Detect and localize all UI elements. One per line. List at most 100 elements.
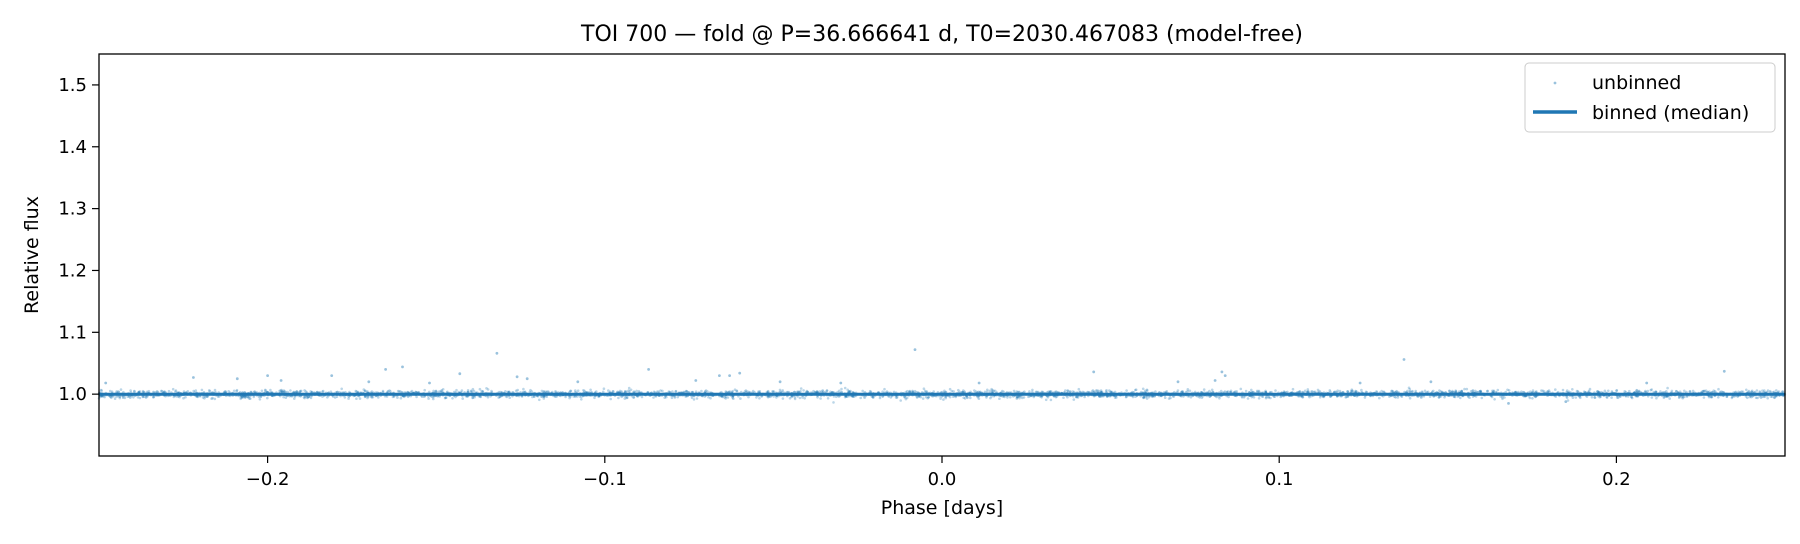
- unbinned-point: [486, 395, 490, 399]
- unbinned-point: [1018, 396, 1021, 400]
- unbinned-point: [767, 395, 771, 398]
- unbinned-point: [1486, 389, 1489, 393]
- unbinned-point: [1534, 395, 1537, 398]
- unbinned-point: [307, 395, 310, 398]
- unbinned-point: [1035, 390, 1039, 394]
- unbinned-point: [963, 397, 967, 400]
- unbinned-point: [1630, 395, 1633, 398]
- unbinned-point: [239, 396, 243, 400]
- unbinned-point: [1328, 395, 1332, 398]
- unbinned-point: [569, 389, 573, 393]
- unbinned-point: [670, 396, 674, 400]
- unbinned-point: [367, 395, 370, 398]
- unbinned-point: [731, 396, 734, 399]
- unbinned-point: [1666, 386, 1669, 390]
- unbinned-point: [978, 390, 982, 394]
- unbinned-point: [1654, 390, 1658, 394]
- unbinned-point: [1768, 389, 1772, 393]
- unbinned-point: [1730, 395, 1734, 399]
- unbinned-point: [924, 395, 928, 399]
- unbinned-point: [720, 395, 723, 398]
- unbinned-point: [363, 389, 367, 393]
- unbinned-point: [690, 396, 694, 400]
- unbinned-point: [1504, 390, 1507, 394]
- unbinned-point: [1429, 380, 1433, 384]
- unbinned-point: [104, 381, 108, 385]
- unbinned-point: [1755, 389, 1759, 392]
- unbinned-point: [917, 395, 920, 398]
- unbinned-point: [423, 388, 427, 392]
- unbinned-point: [1411, 389, 1414, 393]
- unbinned-point: [998, 397, 1001, 401]
- unbinned-point: [239, 397, 242, 401]
- unbinned-point: [1316, 388, 1320, 392]
- unbinned-point: [540, 389, 544, 393]
- unbinned-point: [692, 398, 696, 401]
- y-axis-label: Relative flux: [21, 196, 43, 314]
- unbinned-point: [684, 389, 688, 393]
- unbinned-point: [1217, 395, 1221, 398]
- unbinned-point: [1092, 370, 1096, 374]
- unbinned-point: [1346, 390, 1349, 393]
- unbinned-point: [1235, 390, 1238, 393]
- unbinned-point: [1540, 389, 1543, 392]
- unbinned-point: [1479, 389, 1482, 393]
- unbinned-point: [129, 389, 132, 392]
- unbinned-point: [908, 389, 912, 393]
- unbinned-point: [108, 395, 112, 399]
- unbinned-point: [682, 390, 686, 394]
- unbinned-point: [1770, 395, 1774, 399]
- legend-binned-label: binned (median): [1592, 102, 1749, 124]
- unbinned-point: [1681, 396, 1684, 400]
- unbinned-point: [991, 390, 994, 393]
- unbinned-point: [758, 390, 762, 393]
- unbinned-point: [471, 387, 475, 391]
- unbinned-point: [538, 398, 541, 402]
- unbinned-point: [661, 389, 664, 393]
- unbinned-point: [1211, 390, 1215, 394]
- unbinned-point: [846, 395, 849, 398]
- unbinned-point: [601, 390, 605, 394]
- unbinned-point: [728, 374, 731, 377]
- unbinned-point: [840, 390, 843, 394]
- unbinned-point: [969, 390, 972, 394]
- unbinned-point: [245, 395, 249, 398]
- unbinned-point: [515, 375, 519, 379]
- unbinned-point: [1182, 395, 1185, 398]
- unbinned-point: [119, 388, 123, 391]
- unbinned-point: [1264, 390, 1267, 394]
- unbinned-point: [498, 395, 502, 399]
- unbinned-point: [175, 395, 178, 398]
- unbinned-point: [969, 396, 972, 400]
- unbinned-point: [1781, 390, 1785, 394]
- unbinned-point: [100, 395, 104, 398]
- unbinned-point: [1725, 395, 1729, 398]
- unbinned-point: [1769, 395, 1773, 398]
- unbinned-point: [821, 390, 825, 393]
- unbinned-point: [1044, 398, 1048, 402]
- unbinned-point: [1603, 389, 1607, 393]
- unbinned-point: [508, 396, 512, 400]
- unbinned-point: [1725, 395, 1729, 398]
- unbinned-point: [1099, 395, 1102, 398]
- unbinned-point: [1015, 390, 1019, 393]
- unbinned-point: [728, 390, 732, 393]
- unbinned-point: [292, 390, 296, 394]
- unbinned-point: [1313, 390, 1317, 394]
- unbinned-point: [1202, 388, 1206, 391]
- unbinned-point: [1354, 389, 1357, 393]
- unbinned-point: [1267, 395, 1271, 399]
- unbinned-point: [121, 395, 125, 398]
- unbinned-point: [1665, 390, 1668, 393]
- unbinned-point: [1307, 390, 1310, 393]
- unbinned-point: [1200, 396, 1204, 399]
- unbinned-point: [1636, 395, 1639, 398]
- unbinned-point: [347, 397, 350, 400]
- unbinned-point: [235, 388, 239, 392]
- unbinned-point: [1712, 389, 1715, 393]
- unbinned-point: [174, 389, 178, 392]
- unbinned-point: [632, 396, 636, 399]
- unbinned-point: [580, 395, 583, 399]
- unbinned-point: [1286, 390, 1289, 394]
- unbinned-point: [1501, 397, 1504, 401]
